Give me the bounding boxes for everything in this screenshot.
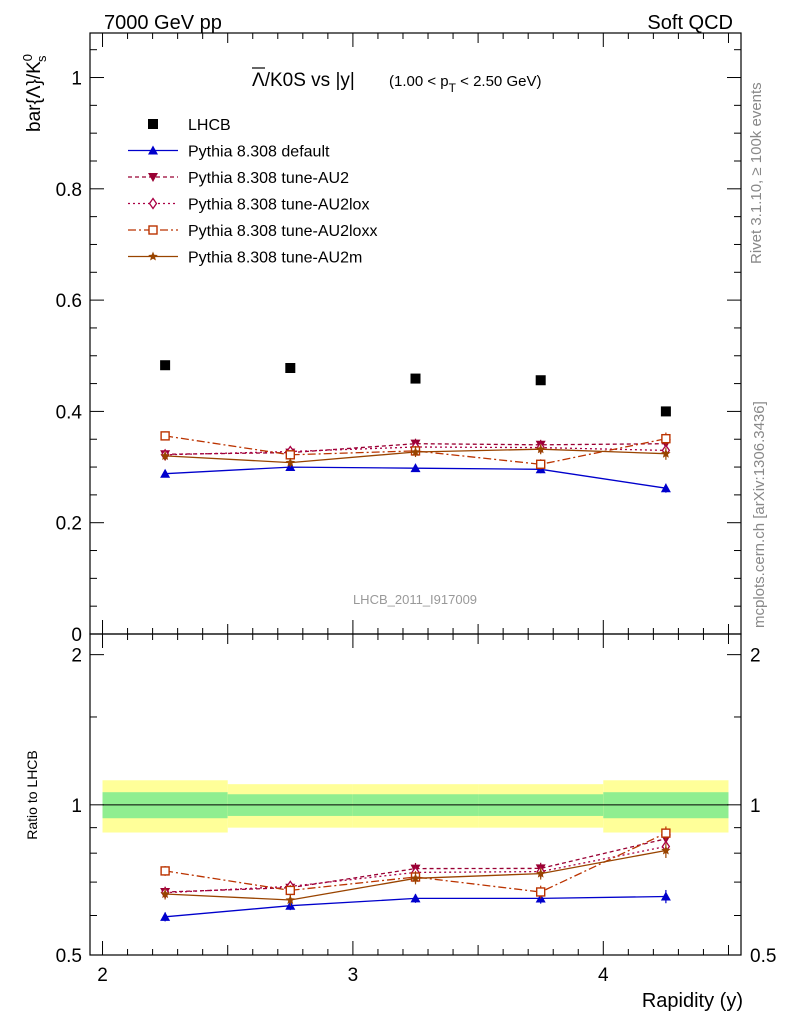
title-sub-close: < 2.50 GeV) — [456, 73, 541, 90]
lower-y-tick-label: 2 — [71, 646, 82, 667]
lower-series-group — [160, 826, 671, 922]
svg-text:(1.00 < pT < 2.50 GeV): (1.00 < pT < 2.50 GeV) — [389, 73, 541, 95]
mcplots-side-label: mcplots.cern.ch [arXiv:1306.3436] — [751, 401, 768, 628]
lower-y-tick-label: 0.5 — [56, 946, 82, 967]
lower-plot-frame — [89, 633, 742, 956]
data-point-lhcb — [410, 373, 421, 384]
upper-y-label-main: bar{Λ}/K — [24, 61, 45, 132]
data-point-lhcb — [285, 363, 296, 374]
legend-marker-default — [148, 145, 158, 155]
ratio-point-au2m — [661, 845, 671, 855]
upper-y-label-sub: s — [34, 55, 49, 62]
ratio-point-au2loxx — [160, 866, 170, 876]
svg-text:Λ/K0S vs |y|: Λ/K0S vs |y| — [252, 70, 355, 91]
point-au2loxx — [285, 450, 296, 460]
ratio-point-au2loxx — [661, 828, 671, 838]
ratio-uncertainty-band — [102, 780, 729, 833]
upper-y-tick-label: 0.6 — [56, 291, 82, 312]
ratio-point-au2m — [535, 868, 546, 878]
point-au2m — [410, 447, 421, 457]
legend-entry-default: Pythia 8.308 default — [128, 144, 330, 161]
point-default — [410, 463, 421, 473]
point-au2m — [160, 450, 170, 460]
point-default — [160, 468, 171, 478]
upper-y-tick-label: 0.2 — [56, 514, 82, 535]
ratio-point-default — [660, 891, 671, 901]
lower-y-tick-label: 1 — [71, 796, 82, 817]
legend-label: Pythia 8.308 default — [188, 144, 330, 161]
legend-marker-lhcb — [148, 119, 158, 129]
series-au2m — [160, 444, 671, 468]
legend-label: Pythia 8.308 tune-AU2loxx — [188, 223, 377, 240]
point-default — [660, 483, 671, 493]
point-au2m — [535, 444, 546, 454]
legend-label: Pythia 8.308 tune-AU2 — [188, 170, 349, 187]
data-point-lhcb — [660, 406, 671, 417]
ratio-series-au2 — [160, 831, 671, 898]
legend: LHCB Pythia 8.308 default Pythia 8.308 tun… — [128, 117, 377, 267]
upper-y-label: bar{Λ}/K0s — [20, 54, 49, 132]
ratio-point-au2loxx — [285, 885, 296, 896]
legend-label: Pythia 8.308 tune-AU2m — [188, 250, 362, 267]
x-tick-label: 4 — [598, 965, 609, 986]
plot-title: Λ/K0S vs |y| (1.00 < pT < 2.50 GeV) — [252, 67, 541, 95]
title-sub-open: (1.00 < p — [389, 73, 449, 90]
legend-entry-data: LHCB — [148, 117, 231, 134]
ratio-point-au2m — [410, 873, 421, 883]
point-au2loxx — [535, 459, 546, 469]
lower-y-tick-label-right: 0.5 — [750, 946, 776, 967]
x-tick-label: 3 — [348, 965, 359, 986]
lower-y-tick-label-right: 2 — [750, 646, 761, 667]
upper-y-tick-label: 0.4 — [56, 402, 83, 423]
ratio-point-au2m — [160, 889, 170, 899]
upper-y-tick-label: 1 — [71, 69, 82, 90]
legend-marker-au2lox — [148, 197, 158, 210]
ratio-series-default — [160, 889, 671, 922]
series-default — [160, 462, 671, 493]
ratio-line-au2 — [165, 838, 667, 893]
ratio-series-au2loxx — [160, 826, 671, 899]
legend-label: LHCB — [188, 117, 231, 134]
upper-y-label-sup: 0 — [20, 54, 35, 61]
upper-y-tick-label: 0.8 — [56, 180, 82, 201]
analysis-watermark: LHCB_2011_I917009 — [353, 592, 477, 607]
data-point-lhcb — [535, 375, 546, 386]
ratio-point-default — [160, 911, 171, 921]
header-left: 7000 GeV pp — [104, 12, 222, 34]
axes-group: 0 0.2 0.4 0.6 0.8 1 0.5 0.5 1 1 2 2 2 3 4 — [56, 33, 776, 986]
ratio-point-default — [410, 893, 421, 903]
ratio-point-au2loxx — [535, 887, 546, 897]
data-point-lhcb — [160, 360, 171, 371]
lower-y-tick-label-right: 1 — [750, 796, 761, 817]
x-axis-label: Rapidity (y) — [642, 990, 743, 1012]
title-bar-symbol: Λ — [252, 70, 265, 91]
legend-entry-au2: Pythia 8.308 tune-AU2 — [128, 170, 349, 187]
ratio-series-au2m — [160, 843, 671, 906]
x-tick-label: 2 — [97, 965, 108, 986]
point-au2loxx — [160, 431, 170, 441]
legend-marker-au2 — [148, 173, 158, 182]
point-au2m — [661, 448, 671, 458]
legend-marker-au2loxx — [148, 225, 158, 235]
legend-marker-au2m — [148, 251, 158, 261]
rivet-side-label: Rivet 3.1.10, ≥ 100k events — [748, 82, 765, 264]
legend-entry-au2loxx: Pythia 8.308 tune-AU2loxx — [128, 223, 377, 240]
legend-label: Pythia 8.308 tune-AU2lox — [188, 197, 369, 214]
header-right: Soft QCD — [647, 12, 733, 34]
legend-entry-au2lox: Pythia 8.308 tune-AU2lox — [128, 197, 369, 214]
title-rest: /K0S vs |y| — [265, 70, 355, 91]
point-au2loxx — [661, 433, 671, 444]
upper-y-tick-label: 0 — [71, 625, 82, 646]
lower-y-label: Ratio to LHCB — [24, 750, 40, 839]
point-au2m — [285, 457, 296, 467]
ratio-point-au2m — [285, 895, 296, 905]
upper-series-group — [160, 360, 671, 493]
title-sub-index: T — [449, 81, 457, 95]
legend-entry-au2m: Pythia 8.308 tune-AU2m — [128, 250, 362, 267]
